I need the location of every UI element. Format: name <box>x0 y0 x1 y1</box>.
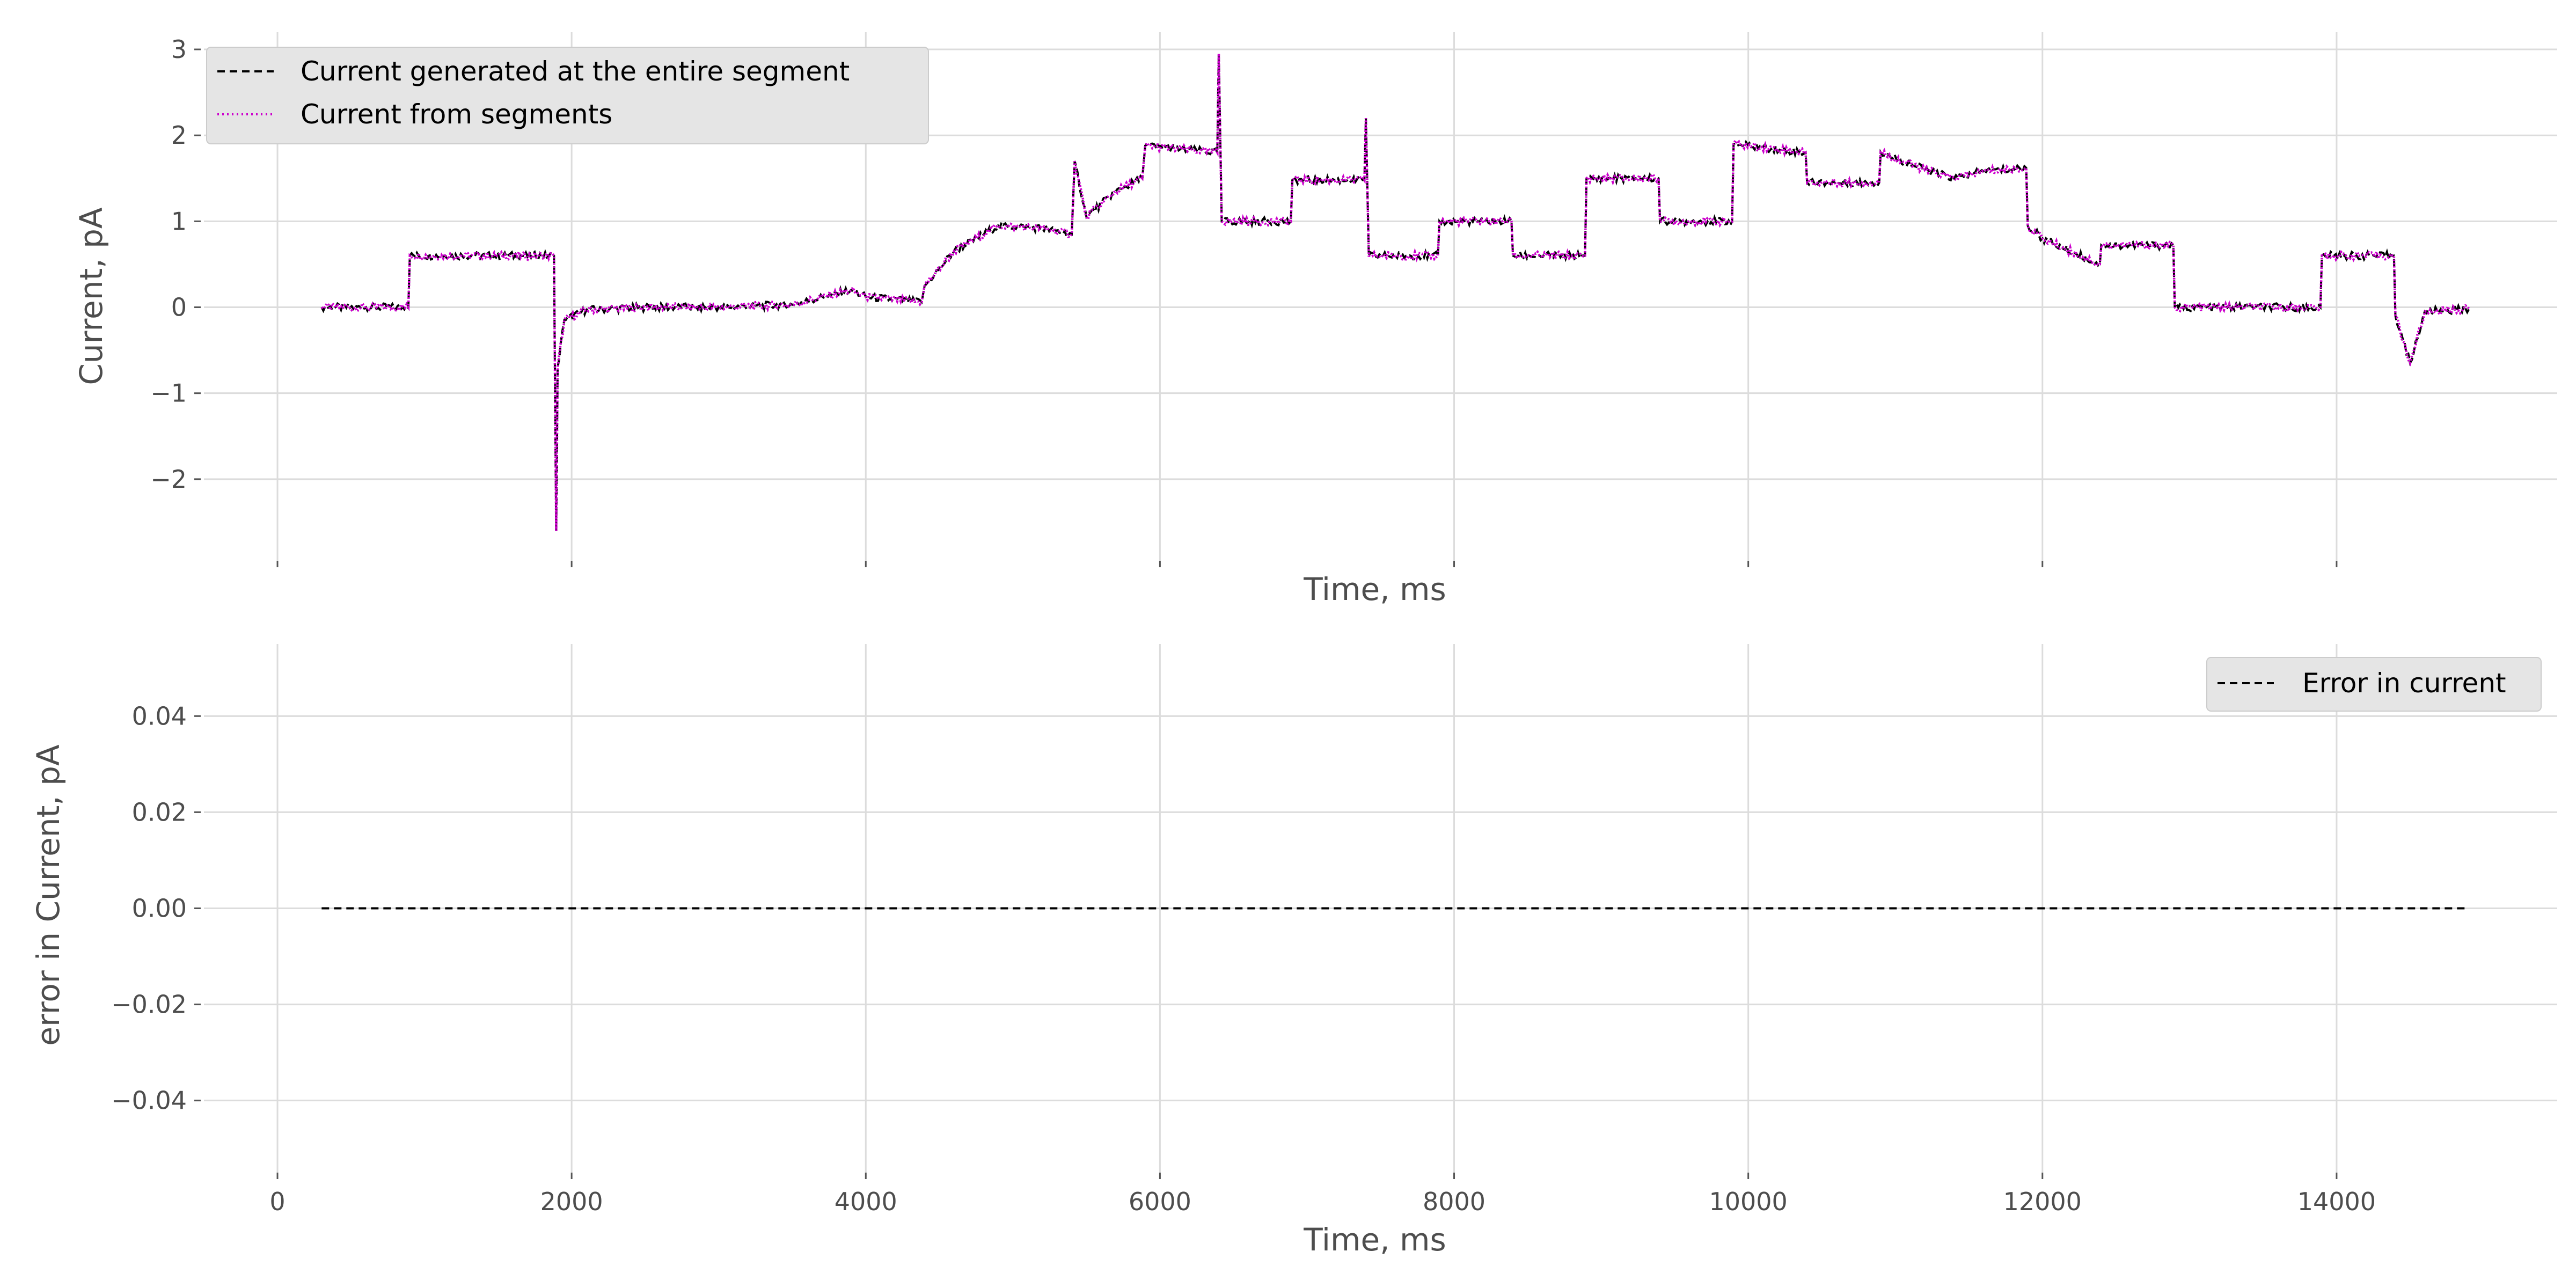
top-ytick-label-3: 1 <box>171 207 187 236</box>
top-y-axis-label: Current, pA <box>73 207 109 385</box>
top-ytick-label-0: −2 <box>150 465 187 494</box>
bot-ytick-label-2: 0.00 <box>132 894 187 923</box>
bottom-x-ticks: 0 2000 4000 6000 8000 10000 12000 14000 <box>269 1173 2376 1216</box>
bot-xtick-label-6000: 6000 <box>1129 1187 1191 1216</box>
bottom-panel: −0.04 −0.02 0.00 0.02 0.04 0 2000 4000 6000 8000… <box>30 644 2557 1258</box>
bot-xtick-label-10000: 10000 <box>1709 1187 1787 1216</box>
top-legend-box <box>206 47 929 144</box>
bot-xtick-label-4000: 4000 <box>835 1187 897 1216</box>
bot-xtick-label-2000: 2000 <box>540 1187 603 1216</box>
bot-xtick-label-8000: 8000 <box>1423 1187 1485 1216</box>
bot-xtick-label-0: 0 <box>269 1187 285 1216</box>
series-line-from-segments <box>320 53 2470 531</box>
bottom-y-axis-label: error in Current, pA <box>30 744 67 1046</box>
top-y-ticks: −2 −1 0 1 2 3 <box>150 35 201 494</box>
top-ytick-label-4: 2 <box>171 121 187 150</box>
bottom-x-axis-label: Time, ms <box>1303 1221 1446 1258</box>
top-ytick-label-2: 0 <box>171 293 187 322</box>
top-ytick-label-1: −1 <box>150 379 187 408</box>
bot-xtick-label-14000: 14000 <box>2297 1187 2376 1216</box>
top-panel: −2 −1 0 1 2 3 Time, ms Current, pA Current ge… <box>73 32 2557 608</box>
bot-ytick-label-3: 0.02 <box>132 797 187 826</box>
top-x-ticks <box>276 561 2338 567</box>
bottom-legend-label-error: Error in current <box>2302 668 2506 699</box>
bottom-legend: Error in current <box>2206 657 2542 712</box>
top-series-lines <box>320 53 2470 531</box>
bot-ytick-label-1: −0.02 <box>111 990 187 1019</box>
bot-ytick-label-4: 0.04 <box>132 701 187 730</box>
bot-ytick-label-0: −0.04 <box>111 1086 187 1115</box>
top-x-axis-label: Time, ms <box>1303 571 1446 608</box>
bottom-y-ticks: −0.04 −0.02 0.00 0.02 0.04 <box>111 701 201 1115</box>
top-legend-label-entire: Current generated at the entire segment <box>301 56 850 87</box>
top-legend-label-segments: Current from segments <box>301 99 612 130</box>
top-legend: Current generated at the entire segment … <box>206 47 929 144</box>
bottom-legend-box <box>2206 657 2542 712</box>
top-ytick-label-5: 3 <box>171 35 187 64</box>
bot-xtick-label-12000: 12000 <box>2003 1187 2082 1216</box>
series-line-entire-segment <box>320 53 2470 531</box>
